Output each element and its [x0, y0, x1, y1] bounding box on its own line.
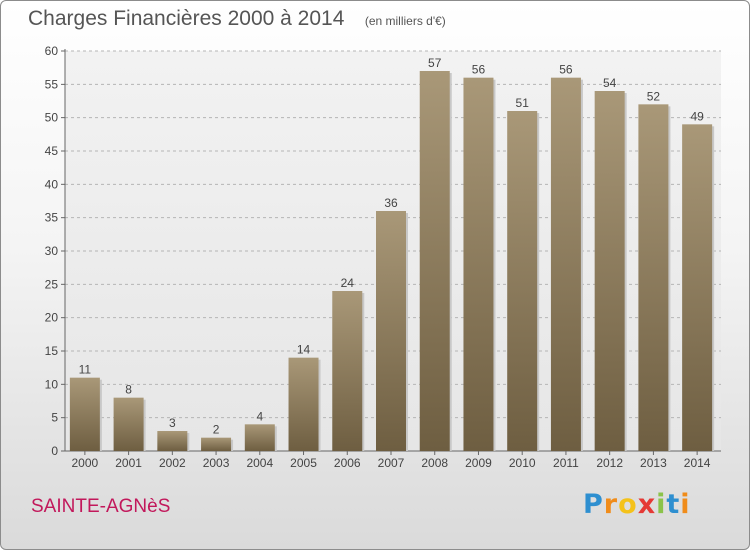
- y-tick-label: 5: [51, 411, 58, 425]
- y-tick-label: 45: [45, 144, 59, 158]
- logo-letter: r: [603, 489, 619, 520]
- bar: [244, 424, 275, 451]
- y-tick-label: 15: [45, 344, 59, 358]
- data-label: 57: [428, 56, 442, 70]
- bar: [201, 437, 232, 451]
- x-tick-label: 2002: [159, 456, 186, 470]
- data-label: 3: [169, 416, 176, 430]
- y-tick-label: 20: [45, 311, 59, 325]
- bar: [507, 111, 538, 451]
- bar: [419, 71, 450, 451]
- x-tick-label: 2003: [203, 456, 230, 470]
- data-label: 24: [341, 276, 355, 290]
- chart-subtitle: (en milliers d'€): [364, 14, 446, 28]
- bar: [69, 377, 100, 451]
- plot-area: 0 5 10 15 20 25 30 35 40 45 50 55 60 11 2000 8 2001 3 2002…: [45, 44, 721, 470]
- bar: [376, 211, 406, 451]
- bar: [157, 431, 188, 451]
- y-tick-label: 35: [45, 211, 59, 225]
- x-tick-label: 2012: [596, 456, 623, 470]
- y-tick-label: 40: [45, 177, 59, 191]
- logo-letter: x: [637, 489, 657, 520]
- x-tick-label: 2006: [334, 456, 361, 470]
- bar: [550, 77, 581, 452]
- x-tick-label: 2008: [421, 456, 448, 470]
- x-tick-label: 2013: [640, 456, 667, 470]
- data-label: 2: [213, 423, 220, 437]
- x-tick-label: 2014: [684, 456, 711, 470]
- x-tick-label: 2010: [509, 456, 536, 470]
- data-label: 54: [603, 76, 617, 90]
- logo-letter: P: [583, 489, 604, 520]
- bar: [594, 91, 625, 451]
- data-label: 56: [472, 63, 486, 77]
- logo-letter: o: [618, 489, 638, 520]
- y-tick-label: 0: [51, 444, 58, 458]
- chart-title: Charges Financières 2000 à 2014: [28, 7, 345, 30]
- y-tick-label: 55: [45, 77, 59, 91]
- y-tick-label: 60: [45, 44, 59, 58]
- commune-name: SAINTE-AGNèS: [31, 496, 171, 517]
- x-tick-label: 2000: [72, 456, 99, 470]
- bar: [288, 357, 319, 451]
- bar: [463, 77, 494, 452]
- x-tick-label: 2005: [290, 456, 317, 470]
- y-tick-label: 10: [45, 377, 59, 391]
- logo-letter: i: [656, 489, 667, 520]
- y-tick-label: 50: [45, 111, 59, 125]
- logo-letter: i: [680, 489, 691, 520]
- x-tick-label: 2007: [378, 456, 405, 470]
- bar: [332, 291, 363, 451]
- proxiti-logo: Proxiti: [583, 489, 691, 520]
- x-tick-label: 2011: [553, 456, 579, 470]
- bar: [638, 104, 669, 451]
- x-tick-label: 2001: [115, 456, 142, 470]
- data-label: 51: [516, 96, 530, 110]
- data-label: 8: [125, 383, 132, 397]
- data-label: 4: [256, 409, 263, 423]
- data-label: 11: [79, 363, 92, 377]
- data-label: 36: [384, 196, 398, 210]
- bar: [113, 397, 144, 451]
- data-label: 14: [297, 343, 311, 357]
- data-label: 56: [559, 63, 573, 77]
- data-label: 49: [690, 109, 704, 123]
- x-tick-label: 2004: [246, 456, 273, 470]
- data-label: 52: [647, 89, 661, 103]
- y-tick-label: 30: [45, 244, 59, 258]
- logo-letter: t: [666, 489, 681, 520]
- bar: [682, 124, 713, 451]
- y-tick-label: 25: [45, 277, 59, 291]
- title-block: Charges Financières 2000 à 2014 (en mill…: [28, 7, 446, 31]
- x-tick-label: 2009: [465, 456, 492, 470]
